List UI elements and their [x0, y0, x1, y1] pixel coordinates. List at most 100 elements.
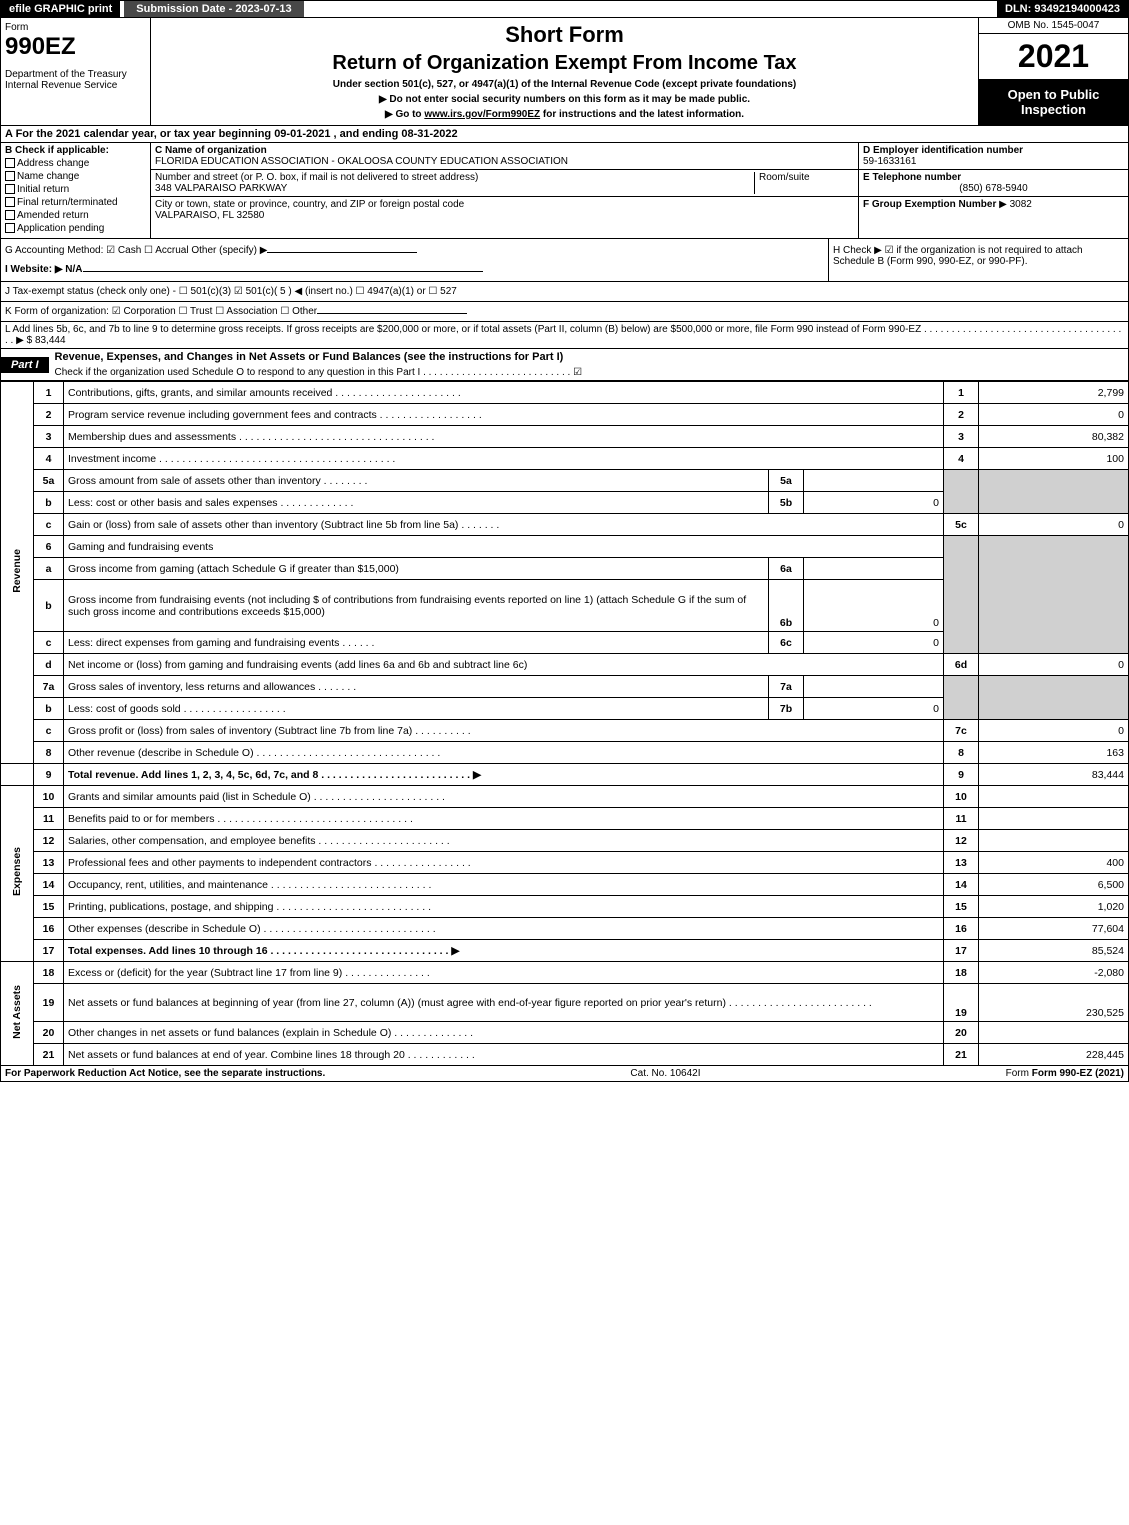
- section-k: K Form of organization: ☑ Corporation ☐ …: [0, 302, 1129, 322]
- chk-final-return[interactable]: Final return/terminated: [5, 197, 146, 208]
- group-exemption-row: F Group Exemption Number ▶ 3082: [859, 197, 1128, 212]
- omb-number: OMB No. 1545-0047: [979, 18, 1128, 34]
- street-label: Number and street (or P. O. box, if mail…: [155, 172, 478, 183]
- efile-label[interactable]: efile GRAPHIC print: [1, 1, 120, 17]
- section-a-tax-year: A For the 2021 calendar year, or tax yea…: [0, 126, 1129, 143]
- website-line: I Website: ▶ N/A: [5, 264, 824, 275]
- tax-exempt-status: J Tax-exempt status (check only one) - ☐…: [5, 286, 1124, 297]
- ein-value: 59-1633161: [863, 156, 916, 167]
- part1-label: Part I: [1, 357, 49, 373]
- form-of-org: K Form of organization: ☑ Corporation ☐ …: [5, 306, 1124, 317]
- gross-receipts-value: 83,444: [35, 335, 66, 346]
- chk-application-pending[interactable]: Application pending: [5, 223, 146, 234]
- line-7c: c Gross profit or (loss) from sales of i…: [1, 720, 1129, 742]
- header-right: OMB No. 1545-0047 2021 Open to Public In…: [978, 18, 1128, 125]
- org-other-input[interactable]: [317, 313, 467, 314]
- open-public-badge: Open to Public Inspection: [979, 79, 1128, 125]
- revenue-side-label: Revenue: [1, 382, 34, 764]
- section-b: B Check if applicable: Address change Na…: [1, 143, 151, 238]
- short-form-title: Short Form: [159, 22, 970, 48]
- line-5a: 5a Gross amount from sale of assets othe…: [1, 470, 1129, 492]
- section-l: L Add lines 5b, 6c, and 7b to line 9 to …: [0, 322, 1129, 349]
- return-title: Return of Organization Exempt From Incom…: [159, 52, 970, 75]
- section-h: H Check ▶ ☑ if the organization is not r…: [828, 239, 1128, 281]
- city-value: VALPARAISO, FL 32580: [155, 210, 264, 221]
- line-19: 19 Net assets or fund balances at beginn…: [1, 984, 1129, 1022]
- form-footer-label: Form Form 990-EZ (2021): [1006, 1068, 1124, 1079]
- line-17: 17 Total expenses. Add lines 10 through …: [1, 940, 1129, 962]
- header-left: Form 990EZ Department of the Treasury In…: [1, 18, 151, 125]
- line-10: Expenses 10 Grants and similar amounts p…: [1, 786, 1129, 808]
- form-number: 990EZ: [5, 33, 146, 61]
- line-6d: d Net income or (loss) from gaming and f…: [1, 654, 1129, 676]
- phone-value: (850) 678-5940: [863, 183, 1124, 194]
- org-name-row: C Name of organization FLORIDA EDUCATION…: [151, 143, 858, 170]
- ein-label: D Employer identification number: [863, 145, 1023, 156]
- form-word: Form: [5, 22, 146, 33]
- line-20: 20 Other changes in net assets or fund b…: [1, 1022, 1129, 1044]
- accounting-method: G Accounting Method: ☑ Cash ☐ Accrual Ot…: [5, 245, 824, 256]
- line-2: 2 Program service revenue including gove…: [1, 404, 1129, 426]
- line-6: 6 Gaming and fundraising events: [1, 536, 1129, 558]
- form-header: Form 990EZ Department of the Treasury In…: [0, 18, 1129, 126]
- top-bar: efile GRAPHIC print Submission Date - 20…: [0, 0, 1129, 18]
- goto-post: for instructions and the latest informat…: [540, 109, 744, 120]
- line-3: 3 Membership dues and assessments . . . …: [1, 426, 1129, 448]
- goto-instruction: ▶ Go to www.irs.gov/Form990EZ for instru…: [159, 109, 970, 120]
- submission-date: Submission Date - 2023-07-13: [124, 1, 303, 17]
- phone-label: E Telephone number: [863, 172, 961, 183]
- group-ex-value: ▶ 3082: [999, 199, 1032, 210]
- net-assets-side-label: Net Assets: [1, 962, 34, 1066]
- line-8: 8 Other revenue (describe in Schedule O)…: [1, 742, 1129, 764]
- line-15: 15 Printing, publications, postage, and …: [1, 896, 1129, 918]
- phone-row: E Telephone number (850) 678-5940: [859, 170, 1128, 197]
- line-7a: 7a Gross sales of inventory, less return…: [1, 676, 1129, 698]
- line-5c: c Gain or (loss) from sale of assets oth…: [1, 514, 1129, 536]
- section-b-label: B Check if applicable:: [5, 145, 146, 156]
- line-18: Net Assets 18 Excess or (deficit) for th…: [1, 962, 1129, 984]
- line-11: 11 Benefits paid to or for members . . .…: [1, 808, 1129, 830]
- city-label: City or town, state or province, country…: [155, 199, 464, 210]
- city-row: City or town, state or province, country…: [151, 197, 858, 223]
- part1-table: Revenue 1 Contributions, gifts, grants, …: [0, 381, 1129, 1066]
- room-label: Room/suite: [759, 172, 810, 183]
- expenses-side-label: Expenses: [1, 786, 34, 962]
- line-4: 4 Investment income . . . . . . . . . . …: [1, 448, 1129, 470]
- accounting-other-input[interactable]: [267, 252, 417, 253]
- page-footer: For Paperwork Reduction Act Notice, see …: [0, 1066, 1129, 1082]
- dln-label: DLN: 93492194000423: [997, 1, 1128, 17]
- line-16: 16 Other expenses (describe in Schedule …: [1, 918, 1129, 940]
- org-name-label: C Name of organization: [155, 145, 267, 156]
- section-l-text: L Add lines 5b, 6c, and 7b to line 9 to …: [5, 324, 1121, 346]
- street-row: Number and street (or P. O. box, if mail…: [151, 170, 858, 197]
- website-input[interactable]: [83, 271, 483, 272]
- tax-year: 2021: [979, 34, 1128, 79]
- paperwork-notice: For Paperwork Reduction Act Notice, see …: [5, 1068, 325, 1079]
- line-12: 12 Salaries, other compensation, and emp…: [1, 830, 1129, 852]
- line-9: 9 Total revenue. Add lines 1, 2, 3, 4, 5…: [1, 764, 1129, 786]
- ein-row: D Employer identification number 59-1633…: [859, 143, 1128, 170]
- dept-label: Department of the Treasury Internal Reve…: [5, 69, 146, 91]
- org-name: FLORIDA EDUCATION ASSOCIATION - OKALOOSA…: [155, 156, 568, 167]
- chk-name-change[interactable]: Name change: [5, 171, 146, 182]
- section-def: D Employer identification number 59-1633…: [858, 143, 1128, 238]
- ssn-warning: ▶ Do not enter social security numbers o…: [159, 94, 970, 105]
- section-c: C Name of organization FLORIDA EDUCATION…: [151, 143, 858, 238]
- gh-block: G Accounting Method: ☑ Cash ☐ Accrual Ot…: [0, 239, 1129, 282]
- line-21: 21 Net assets or fund balances at end of…: [1, 1044, 1129, 1066]
- irs-link[interactable]: www.irs.gov/Form990EZ: [424, 109, 540, 120]
- info-block: B Check if applicable: Address change Na…: [0, 143, 1129, 239]
- part1-check-line: Check if the organization used Schedule …: [49, 365, 1128, 380]
- chk-address-change[interactable]: Address change: [5, 158, 146, 169]
- goto-pre: ▶ Go to: [385, 109, 424, 120]
- section-g-i: G Accounting Method: ☑ Cash ☐ Accrual Ot…: [1, 239, 828, 281]
- line-14: 14 Occupancy, rent, utilities, and maint…: [1, 874, 1129, 896]
- chk-amended-return[interactable]: Amended return: [5, 210, 146, 221]
- group-ex-label: F Group Exemption Number: [863, 199, 996, 210]
- part1-title: Revenue, Expenses, and Changes in Net As…: [49, 349, 1128, 365]
- under-section: Under section 501(c), 527, or 4947(a)(1)…: [159, 79, 970, 90]
- part1-header: Part I Revenue, Expenses, and Changes in…: [0, 349, 1129, 381]
- street-value: 348 VALPARAISO PARKWAY: [155, 183, 287, 194]
- line-1: Revenue 1 Contributions, gifts, grants, …: [1, 382, 1129, 404]
- chk-initial-return[interactable]: Initial return: [5, 184, 146, 195]
